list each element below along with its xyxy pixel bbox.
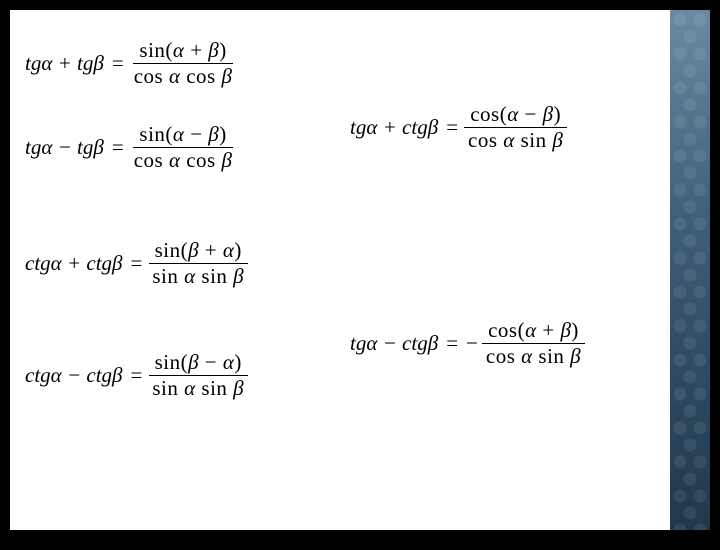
denominator: cos α cos β bbox=[128, 148, 239, 173]
fraction: sin(β − α) sin α sin β bbox=[146, 350, 250, 401]
equals-sign: = bbox=[131, 252, 143, 275]
decorative-sidebar bbox=[670, 10, 710, 530]
denominator: sin α sin β bbox=[146, 264, 250, 289]
negative-sign: − bbox=[466, 332, 478, 355]
fraction: sin(α + β) cos α cos β bbox=[128, 38, 239, 89]
numerator: cos(α − β) bbox=[464, 102, 567, 128]
numerator: sin(β − α) bbox=[149, 350, 248, 376]
denominator: sin α sin β bbox=[146, 376, 250, 401]
formula-lhs: ctgα + ctgβ bbox=[25, 252, 123, 275]
equals-sign: = bbox=[446, 332, 458, 355]
formula-ctg-minus-ctg: ctgα − ctgβ = sin(β − α) sin α sin β bbox=[25, 350, 250, 401]
numerator: sin(α + β) bbox=[133, 38, 232, 64]
numerator: sin(β + α) bbox=[149, 238, 248, 264]
numerator: sin(α − β) bbox=[133, 122, 232, 148]
denominator: cos α sin β bbox=[462, 128, 569, 153]
denominator: cos α sin β bbox=[480, 344, 587, 369]
fraction: sin(α − β) cos α cos β bbox=[128, 122, 239, 173]
numerator: cos(α + β) bbox=[482, 318, 585, 344]
equals-sign: = bbox=[112, 136, 124, 159]
denominator: cos α cos β bbox=[128, 64, 239, 89]
formula-tg-plus-tg: tgα + tgβ = sin(α + β) cos α cos β bbox=[25, 38, 238, 89]
slide: tgα + tgβ = sin(α + β) cos α cos β tgα −… bbox=[10, 10, 710, 530]
formula-lhs: tgα − tgβ bbox=[25, 136, 104, 159]
fraction: sin(β + α) sin α sin β bbox=[146, 238, 250, 289]
fraction: cos(α − β) cos α sin β bbox=[462, 102, 569, 153]
equals-sign: = bbox=[446, 116, 458, 139]
equals-sign: = bbox=[112, 52, 124, 75]
formula-lhs: ctgα − ctgβ bbox=[25, 364, 123, 387]
fraction: cos(α + β) cos α sin β bbox=[480, 318, 587, 369]
formula-lhs: tgα + ctgβ bbox=[350, 116, 438, 139]
formula-tg-minus-ctg: tgα − ctgβ = − cos(α + β) cos α sin β bbox=[350, 318, 587, 369]
equals-sign: = bbox=[131, 364, 143, 387]
formula-lhs: tgα + tgβ bbox=[25, 52, 104, 75]
formula-lhs: tgα − ctgβ bbox=[350, 332, 438, 355]
content-area: tgα + tgβ = sin(α + β) cos α cos β tgα −… bbox=[25, 30, 650, 510]
formula-ctg-plus-ctg: ctgα + ctgβ = sin(β + α) sin α sin β bbox=[25, 238, 250, 289]
formula-tg-plus-ctg: tgα + ctgβ = cos(α − β) cos α sin β bbox=[350, 102, 569, 153]
formula-tg-minus-tg: tgα − tgβ = sin(α − β) cos α cos β bbox=[25, 122, 238, 173]
